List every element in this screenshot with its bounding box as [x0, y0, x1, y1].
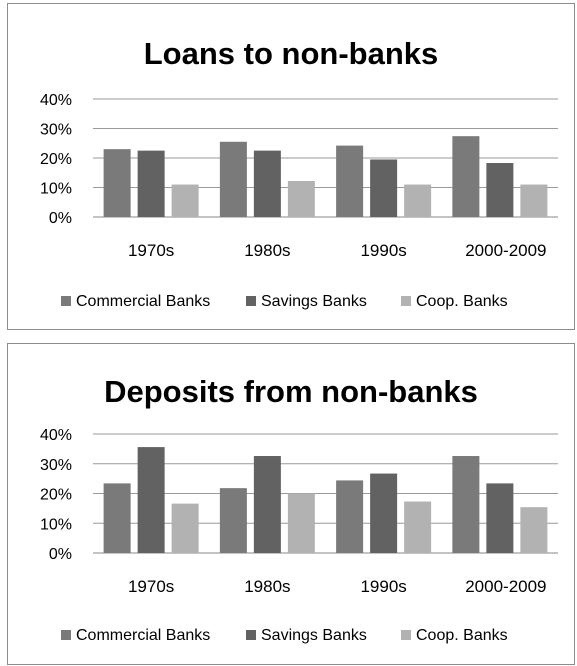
loans-category-label: 1970s [128, 241, 174, 260]
loans-category-label: 1990s [360, 241, 406, 260]
deposits-legend-label: Commercial Banks [76, 627, 210, 644]
loans-ytick-label: 40% [40, 92, 72, 109]
deposits-bar-coop-banks1990s [404, 501, 432, 553]
deposits-legend-swatch [61, 630, 71, 640]
deposits-bar-coop-banks2000-2009 [520, 507, 548, 553]
deposits-ytick-label: 0% [49, 546, 72, 563]
deposits-bar-commercial-banks2000-2009 [452, 456, 480, 553]
deposits-bar-savings-banks1970s [137, 447, 165, 553]
loans-bar-savings-banks1980s [253, 150, 281, 217]
loans-bar-coop-banks1970s [171, 184, 199, 217]
loans-bar-commercial-banks1990s [336, 145, 364, 217]
loans-bar-coop-banks2000-2009 [520, 184, 548, 217]
loans-chart-title: Loans to non-banks [144, 36, 439, 71]
deposits-legend-label: Coop. Banks [416, 627, 508, 644]
loans-legend-swatch [61, 296, 71, 306]
deposits-category-label: 1980s [244, 577, 290, 596]
loans-legend-swatch [246, 296, 256, 306]
loans-bar-commercial-banks2000-2009 [452, 136, 480, 217]
deposits-ytick-label: 20% [40, 487, 72, 504]
loans-bar-coop-banks1980s [287, 181, 315, 217]
loans-chart: Loans to non-banks 0% 10% 20% 30% 40% 1970s 198… [40, 36, 558, 310]
loans-bar-coop-banks1990s [404, 184, 432, 217]
deposits-category-label: 1990s [360, 577, 406, 596]
deposits-ytick-label: 10% [40, 516, 72, 533]
loans-legend-label: Coop. Banks [416, 293, 508, 310]
deposits-bar-commercial-banks1990s [336, 480, 364, 553]
loans-legend-swatch [401, 296, 411, 306]
deposits-legend-label: Savings Banks [261, 627, 367, 644]
loans-legend-label: Commercial Banks [76, 293, 210, 310]
deposits-bar-savings-banks1990s [370, 473, 398, 553]
loans-bar-savings-banks1970s [137, 150, 165, 217]
deposits-bar-coop-banks1980s [287, 493, 315, 553]
deposits-bar-savings-banks2000-2009 [486, 483, 514, 553]
loans-bar-savings-banks2000-2009 [486, 163, 514, 217]
loans-bar-commercial-banks1980s [219, 141, 247, 217]
deposits-bar-savings-banks1980s [253, 456, 281, 553]
deposits-ytick-label: 30% [40, 457, 72, 474]
deposits-bar-coop-banks1970s [171, 503, 199, 553]
deposits-ytick-label: 40% [40, 427, 72, 444]
deposits-chart: Deposits from non-banks 0% 10% 20% 30% 40% 197… [40, 374, 558, 644]
loans-bar-savings-banks1990s [370, 159, 398, 217]
deposits-legend-swatch [401, 630, 411, 640]
deposits-chart-panel: Deposits from non-banks 0% 10% 20% 30% 40% 197… [7, 343, 575, 665]
deposits-chart-title: Deposits from non-banks [104, 374, 478, 409]
loans-bar-commercial-banks1970s [103, 149, 131, 217]
deposits-bar-commercial-banks1980s [219, 488, 247, 553]
loans-chart-panel: Loans to non-banks 0% 10% 20% 30% 40% 1970s 198… [7, 3, 575, 330]
loans-legend-label: Savings Banks [261, 293, 367, 310]
loans-category-label: 2000-2009 [465, 241, 546, 260]
deposits-bar-commercial-banks1970s [103, 483, 131, 553]
deposits-legend-swatch [246, 630, 256, 640]
loans-ytick-label: 20% [40, 151, 72, 168]
loans-ytick-label: 30% [40, 122, 72, 139]
deposits-category-label: 2000-2009 [465, 577, 546, 596]
deposits-category-label: 1970s [128, 577, 174, 596]
loans-ytick-label: 0% [49, 210, 72, 227]
loans-category-label: 1980s [244, 241, 290, 260]
loans-ytick-label: 10% [40, 181, 72, 198]
